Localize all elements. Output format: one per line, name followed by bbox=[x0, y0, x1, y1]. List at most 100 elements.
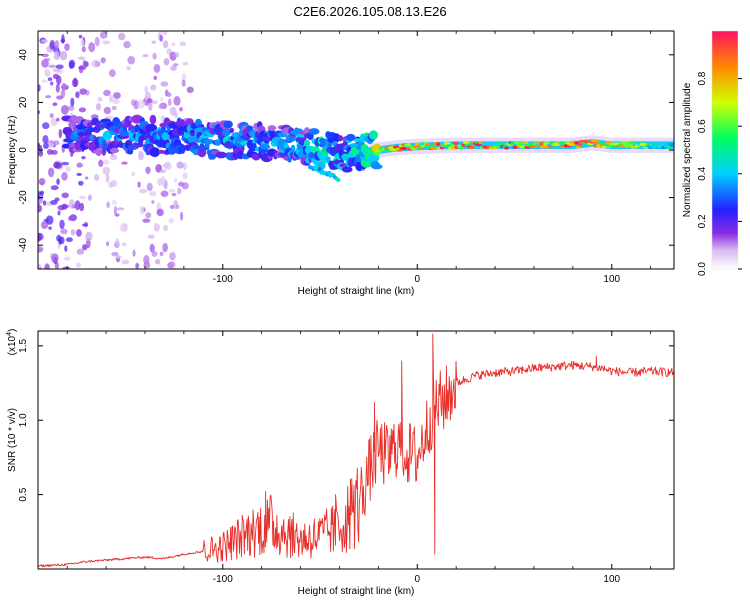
spectral-noise-blob bbox=[110, 179, 118, 187]
spectral-noise-blob bbox=[171, 192, 177, 197]
spectral-noise-blob bbox=[56, 117, 60, 122]
spectral-noise-blob bbox=[115, 238, 120, 248]
spectral-ridge-blob bbox=[669, 143, 674, 147]
spectral-noise-blob bbox=[52, 68, 61, 73]
spectral-noise-blob bbox=[49, 39, 55, 50]
spectral-noise-blob bbox=[41, 53, 49, 58]
spectral-noise-blob bbox=[99, 31, 108, 39]
spectral-noise-blob bbox=[149, 243, 155, 253]
spectral-noise-blob bbox=[121, 259, 130, 265]
spectral-ridge-blob bbox=[287, 157, 292, 163]
spectral-noise-blob bbox=[42, 200, 47, 206]
spectral-noise-blob bbox=[143, 254, 150, 265]
spectral-noise-blob bbox=[97, 96, 103, 102]
snr-y-label: SNR (10 * v/v) bbox=[7, 408, 18, 472]
spectral-ridge-blob bbox=[412, 145, 419, 149]
spectral-noise-blob bbox=[146, 98, 153, 104]
spectral-ridge-blob bbox=[558, 141, 563, 145]
spectral-noise-blob bbox=[94, 36, 100, 47]
spectral-noise-blob bbox=[177, 187, 182, 195]
spectral-noise-blob bbox=[78, 65, 84, 74]
svg-text:(x104): (x104) bbox=[6, 329, 18, 356]
spectral-noise-blob bbox=[40, 221, 49, 229]
chart-title: C2E6.2026.105.08.13.E26 bbox=[293, 4, 446, 19]
spectral-noise-blob bbox=[142, 218, 151, 223]
spectral-noise-blob bbox=[61, 161, 70, 166]
spectral-noise-blob bbox=[38, 195, 44, 204]
spectral-ridge-blob bbox=[534, 145, 539, 149]
spectral-ridge-blob bbox=[240, 140, 248, 146]
spectral-noise-blob bbox=[91, 59, 100, 68]
spectral-ridge-blob bbox=[325, 156, 331, 161]
spectral-noise-blob bbox=[47, 142, 55, 148]
spectral-noise-blob bbox=[60, 104, 69, 115]
spectral-noise-blob bbox=[181, 79, 186, 87]
spectral-noise-blob bbox=[74, 200, 81, 211]
spectral-noise-blob bbox=[48, 226, 52, 230]
spectral-noise-blob bbox=[38, 263, 42, 269]
y-tick-label: 0 bbox=[18, 147, 29, 153]
spectral-ridge-blob bbox=[647, 145, 653, 150]
spectral-noise-blob bbox=[79, 88, 87, 95]
spectral-ridge-blob bbox=[406, 143, 411, 147]
spectral-noise-blob bbox=[169, 51, 177, 61]
spectral-noise-blob bbox=[171, 42, 176, 47]
spectral-ridge-blob bbox=[214, 139, 222, 146]
spectral-noise-blob bbox=[103, 89, 111, 97]
spectral-noise-blob bbox=[113, 205, 118, 216]
spectral-ridge-blob bbox=[639, 142, 647, 147]
spectral-noise-blob bbox=[56, 178, 60, 185]
snr-panel: -100 0 100 0.5 1.0 1.5 Height of straight lin… bbox=[6, 329, 675, 597]
spectral-ridge-blob bbox=[341, 166, 353, 173]
spectral-noise-blob bbox=[148, 102, 153, 111]
spectral-noise-blob bbox=[160, 190, 169, 197]
spectral-ridge-blob bbox=[308, 128, 320, 135]
colorbar-tick-label: 0.0 bbox=[697, 262, 708, 276]
spectral-ridge-blob bbox=[523, 141, 529, 145]
spectral-noise-blob bbox=[60, 89, 66, 98]
spectral-noise-blob bbox=[160, 81, 169, 87]
spectral-ridge-blob bbox=[259, 144, 271, 150]
spectral-noise-blob bbox=[105, 172, 110, 183]
spectral-ridge-blob bbox=[468, 145, 475, 150]
spectral-noise-blob bbox=[162, 40, 169, 49]
spectral-ridge-blob bbox=[504, 146, 509, 150]
spectral-noise-blob bbox=[183, 162, 187, 171]
spectral-ridge-blob bbox=[119, 131, 131, 137]
spectral-noise-blob bbox=[68, 61, 74, 69]
spectral-noise-blob bbox=[58, 128, 62, 139]
spectral-noise-blob bbox=[68, 199, 75, 209]
x-tick-label: 0 bbox=[414, 574, 420, 585]
spectral-noise-blob bbox=[142, 54, 149, 58]
spectral-noise-blob bbox=[150, 84, 157, 91]
spectral-noise-blob bbox=[153, 223, 160, 232]
colorbar-label: Normalized spectral amplitude bbox=[682, 82, 693, 217]
spectral-noise-blob bbox=[112, 98, 120, 104]
spectral-ridge-blob bbox=[539, 142, 544, 146]
spectral-noise-blob bbox=[85, 231, 93, 242]
spectral-noise-blob bbox=[50, 200, 58, 205]
spectral-noise-blob bbox=[103, 159, 110, 165]
spectral-noise-blob bbox=[38, 84, 41, 92]
spectral-ridge-blob bbox=[436, 142, 441, 146]
spectral-noise-blob bbox=[48, 167, 55, 178]
spectral-noise-blob bbox=[182, 172, 188, 180]
spectral-ridge-blob bbox=[420, 144, 425, 148]
spectral-ridge-blob bbox=[203, 139, 215, 145]
spectral-ridge-blob bbox=[604, 141, 612, 145]
spectral-noise-blob bbox=[160, 176, 166, 187]
spectral-ridge-blob bbox=[204, 143, 210, 148]
spectral-noise-blob bbox=[131, 171, 136, 177]
spectral-ridge-blob bbox=[267, 125, 277, 131]
spectral-noise-blob bbox=[162, 163, 171, 168]
snr-x-label: Height of straight line (km) bbox=[298, 586, 415, 597]
colorbar-tick-label: 0.6 bbox=[697, 119, 708, 133]
spectral-noise-blob bbox=[87, 194, 92, 202]
spectral-noise-blob bbox=[82, 60, 87, 70]
spectral-noise-blob bbox=[56, 234, 62, 242]
spectral-noise-blob bbox=[180, 211, 184, 221]
spectral-ridge-blob bbox=[399, 146, 408, 151]
spectral-noise-blob bbox=[81, 155, 86, 160]
spectral-noise-blob bbox=[79, 202, 85, 212]
spectral-noise-blob bbox=[82, 244, 88, 251]
